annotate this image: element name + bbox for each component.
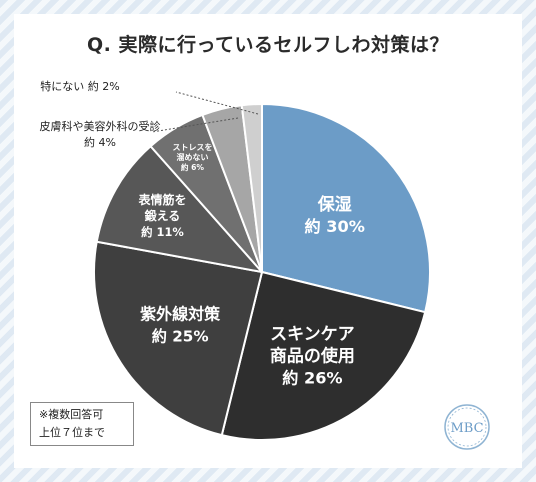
pie-slice-1 xyxy=(220,270,427,441)
pie-slice-0 xyxy=(261,102,431,314)
footnote-line-1: ※複数回答可 xyxy=(39,408,104,421)
slice-label-line: 約 26% xyxy=(282,368,342,387)
pie-slice-3 xyxy=(95,144,265,274)
slice-label-line: 約 30% xyxy=(305,217,365,236)
slice-label-line: スキンケア xyxy=(270,324,355,344)
slice-label-line: 鍛える xyxy=(144,208,181,223)
footnote-box: ※複数回答可 上位７位まで xyxy=(30,402,134,446)
slice-label-line: 約 6% xyxy=(181,162,205,172)
mbc-logo: MBC xyxy=(444,404,490,450)
outside-label-line: 約 4% xyxy=(84,135,116,149)
slice-label-line: ストレスを xyxy=(172,143,212,152)
slice-label-line: 溜めない xyxy=(176,152,208,162)
slice-label-line: 紫外線対策 xyxy=(140,305,221,324)
pie-slice-2 xyxy=(93,240,264,437)
chart-title: Q. 実際に行っているセルフしわ対策は？ xyxy=(86,34,450,56)
slice-label-line: 約 11% xyxy=(141,225,184,239)
outside-label-line: 皮膚科や美容外科の受診 xyxy=(40,119,161,133)
slice-label-6: 特にない 約 2% xyxy=(40,79,259,115)
slice-label-line: 約 25% xyxy=(152,328,209,346)
slice-label-line: 商品の使用 xyxy=(270,345,355,366)
slice-label-line: 表情筋を xyxy=(137,192,186,207)
footnote-line-2: 上位７位まで xyxy=(39,426,105,439)
pie-slice-6 xyxy=(240,102,263,273)
outside-label-line: 特にない 約 2% xyxy=(40,79,119,93)
slice-label-line: 保湿 xyxy=(317,194,352,215)
leader-line xyxy=(151,117,239,133)
slice-label-0: 保湿約 30% xyxy=(305,194,365,236)
logo-text: MBC xyxy=(450,421,483,436)
